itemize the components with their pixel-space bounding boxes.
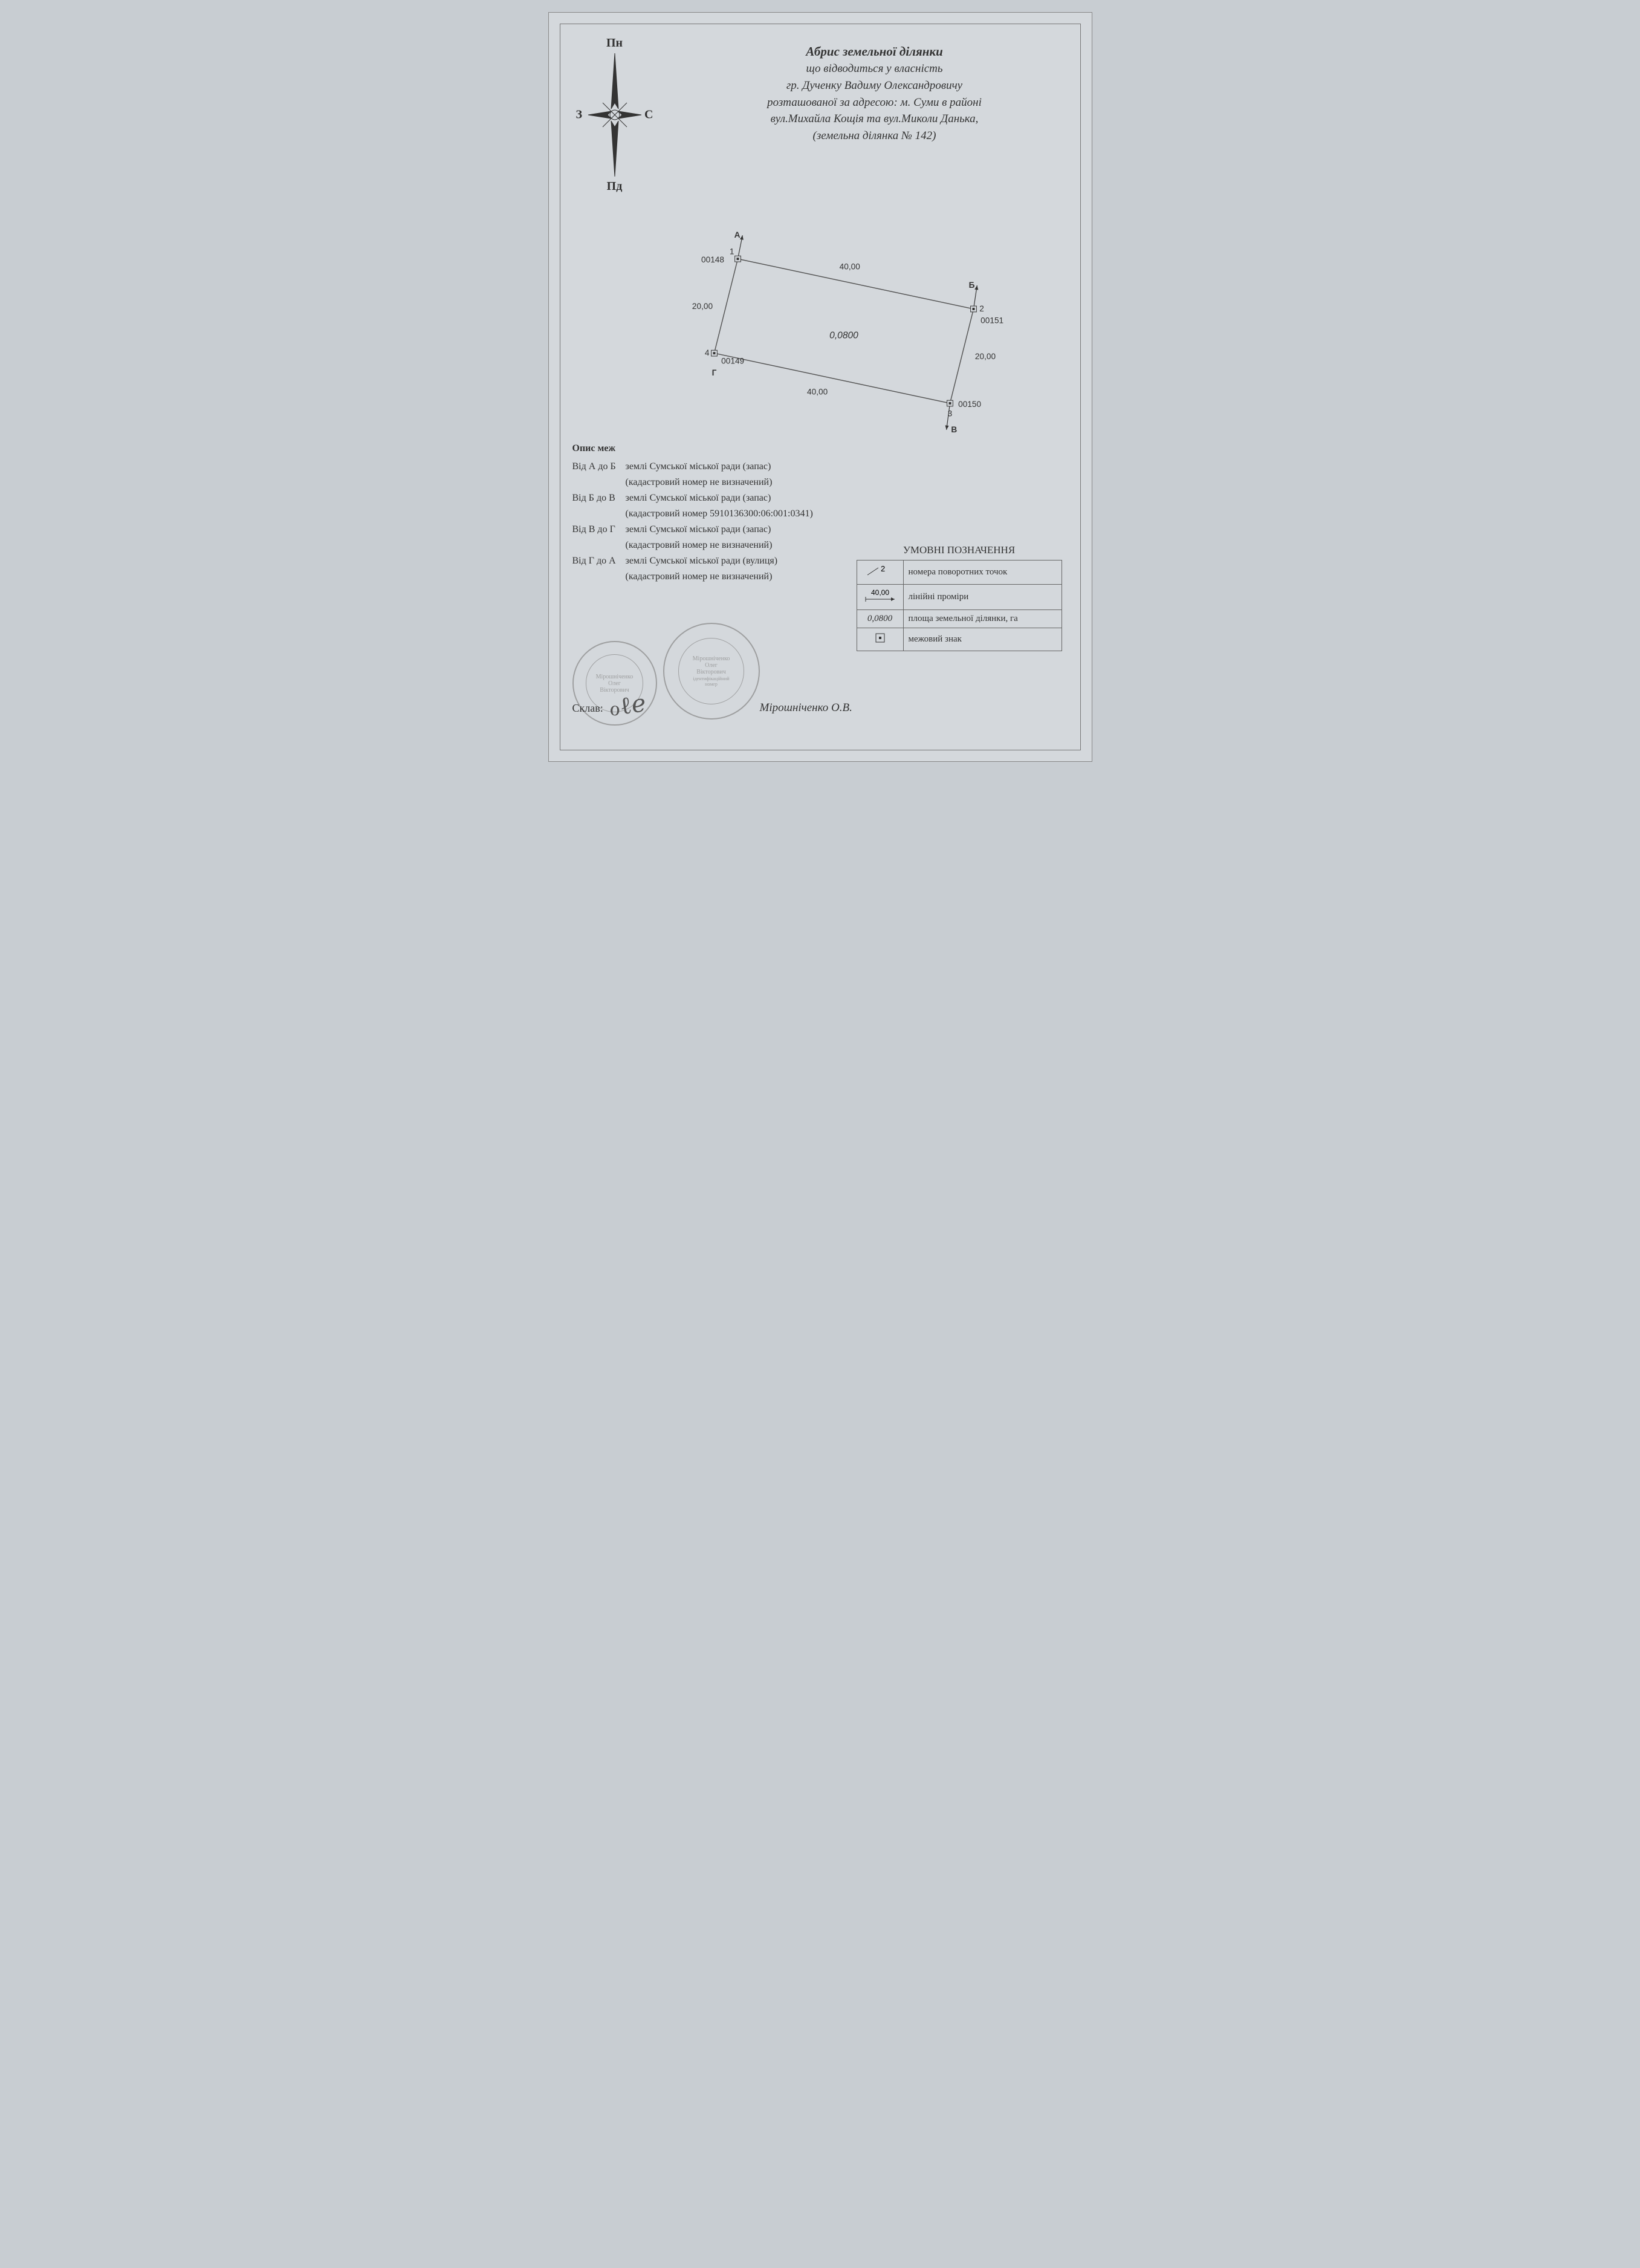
legend-symbol: 40,00	[857, 585, 903, 610]
svg-text:40,00: 40,00	[839, 262, 860, 271]
svg-text:2: 2	[979, 304, 984, 313]
svg-text:20,00: 20,00	[974, 352, 996, 361]
boundary-row: Від А до Бземлі Сумської міської ради (з…	[572, 460, 863, 474]
legend-symbol: 2	[857, 561, 903, 585]
stamp-line: Мірошніченко	[693, 655, 730, 662]
header-line: що відводиться у власність	[693, 60, 1056, 77]
boundary-row: Від Б до Вземлі Сумської міської ради (з…	[572, 491, 863, 505]
svg-text:1: 1	[729, 247, 734, 256]
svg-text:00148: 00148	[701, 255, 724, 264]
compass-rose: Пн Пд З С	[579, 36, 651, 193]
compass-icon	[579, 36, 651, 193]
stamp-line: Олег	[705, 662, 718, 669]
svg-text:0,0800: 0,0800	[829, 331, 858, 341]
boundary-desc: землі Сумської міської ради (запас)	[626, 493, 771, 503]
svg-text:00150: 00150	[958, 400, 981, 409]
boundary-segment: Від А до Б	[572, 460, 626, 474]
boundary-segment: Від Б до В	[572, 491, 626, 505]
svg-text:3: 3	[947, 409, 952, 418]
svg-text:В: В	[951, 425, 957, 434]
svg-text:Б: Б	[968, 281, 974, 290]
boundary-segment: Від В до Г	[572, 522, 626, 537]
plot-svg: А Б В Г 1 00148 2 00151 3 00150 4 00149 40,00 20,00 40…	[585, 218, 1056, 447]
boundary-title: Опис меж	[572, 441, 863, 456]
stamp-2: Мірошніченко Олег Вікторович ідентифікац…	[663, 623, 760, 720]
legend-row: 40,00 лінійні проміри	[857, 585, 1061, 610]
svg-text:4: 4	[704, 348, 709, 357]
header-line: (земельна ділянка № 142)	[693, 128, 1056, 145]
svg-text:40,00: 40,00	[807, 387, 828, 396]
boundary-row: Від Г до Аземлі Сумської міської ради (в…	[572, 554, 863, 568]
page: Пн Пд З С Абрис земельної діл	[548, 12, 1092, 762]
stamp-line: Олег	[608, 680, 621, 687]
document-title: Абрис земельної ділянки	[693, 42, 1056, 60]
legend-desc: лінійні проміри	[903, 585, 1061, 610]
compiled-by-label: Склав:	[572, 702, 603, 715]
svg-text:20,00: 20,00	[692, 302, 713, 311]
stamp-line: Вікторович	[696, 669, 726, 675]
svg-text:Г: Г	[711, 368, 716, 377]
boundary-desc: землі Сумської міської ради (запас)	[626, 524, 771, 535]
plot-diagram: А Б В Г 1 00148 2 00151 3 00150 4 00149 40,00 20,00 40…	[585, 218, 1056, 447]
handwritten-signature: ℴℓℯ	[607, 689, 647, 722]
svg-text:2: 2	[881, 564, 885, 573]
header-line: вул.Михайла Кощія та вул.Миколи Данька,	[693, 111, 1056, 128]
boundary-row: Від В до Гземлі Сумської міської ради (з…	[572, 522, 863, 537]
boundary-sub: (кадастровий номер не визначений)	[626, 538, 863, 553]
legend-row: 2 номера поворотних точок	[857, 561, 1061, 585]
boundary-segment: Від Г до А	[572, 554, 626, 568]
svg-text:А: А	[734, 230, 740, 239]
boundary-description: Опис меж Від А до Бземлі Сумської місько…	[572, 441, 863, 585]
legend-desc: номера поворотних точок	[903, 561, 1061, 585]
page-frame: Пн Пд З С Абрис земельної діл	[560, 24, 1081, 750]
stamp-line: Мірошніченко	[596, 674, 634, 680]
document-header: Абрис земельної ділянки що відводиться у…	[693, 42, 1056, 144]
boundary-desc: землі Сумської міської ради (запас)	[626, 461, 771, 472]
boundary-desc: землі Сумської міської ради (вулиця)	[626, 556, 778, 566]
compiled-by-name: Мірошніченко О.В.	[760, 701, 852, 715]
legend-title: УМОВНІ ПОЗНАЧЕННЯ	[857, 544, 1062, 556]
header-line: гр. Дученку Вадиму Олександровичу	[693, 77, 1056, 94]
svg-text:00149: 00149	[721, 357, 744, 366]
boundary-sub: (кадастровий номер не визначений)	[626, 475, 863, 490]
header-line: розташованої за адресою: м. Суми в район…	[693, 94, 1056, 111]
signature-block: Мірошніченко Олег Вікторович Мірошніченк…	[572, 623, 1068, 726]
boundary-sub: (кадастровий номер не визначений)	[626, 570, 863, 584]
svg-text:40,00: 40,00	[870, 588, 889, 597]
boundary-sub: (кадастровий номер 5910136300:06:001:034…	[626, 507, 863, 521]
svg-text:00151: 00151	[980, 316, 1003, 325]
